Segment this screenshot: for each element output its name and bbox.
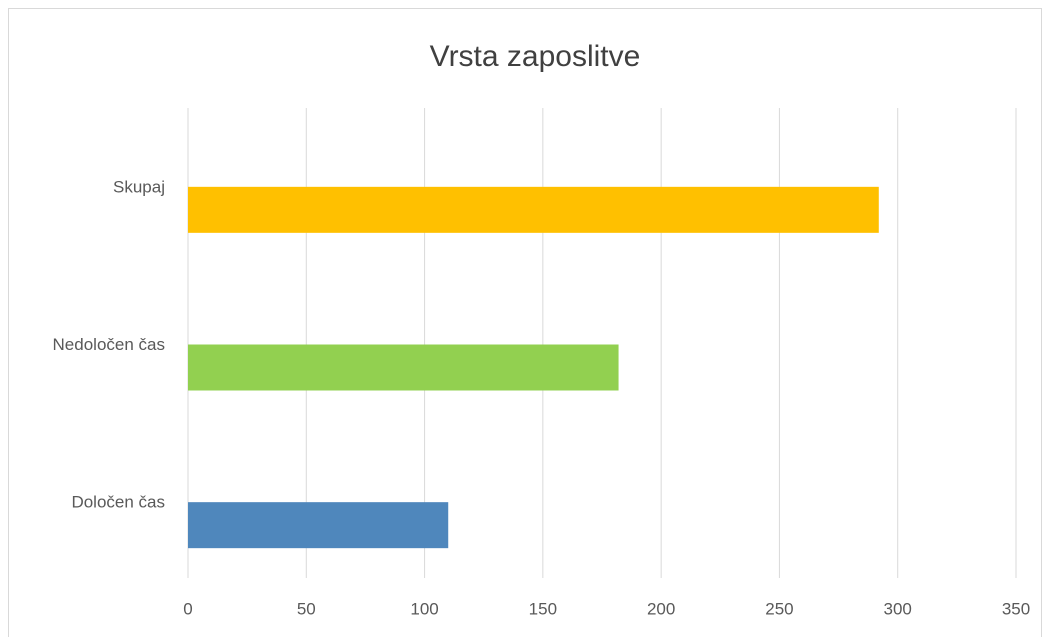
- bar: [188, 344, 619, 391]
- x-tick-label: 250: [765, 599, 793, 618]
- chart-title: Vrsta zaposlitve: [430, 40, 641, 73]
- x-tick-label: 100: [410, 599, 438, 618]
- x-tick-label: 0: [183, 599, 192, 618]
- y-tick-label: Nedoločen čas: [53, 335, 165, 354]
- y-tick-label: Skupaj: [113, 177, 165, 196]
- bar: [188, 502, 449, 549]
- bar: [188, 186, 879, 233]
- x-tick-label: 200: [647, 599, 675, 618]
- x-tick-label: 150: [529, 599, 557, 618]
- x-tick-label: 50: [297, 599, 316, 618]
- x-tick-label: 300: [884, 599, 912, 618]
- chart-border: [8, 8, 1042, 637]
- y-tick-label: Določen čas: [71, 493, 165, 512]
- x-tick-label: 350: [1002, 599, 1030, 618]
